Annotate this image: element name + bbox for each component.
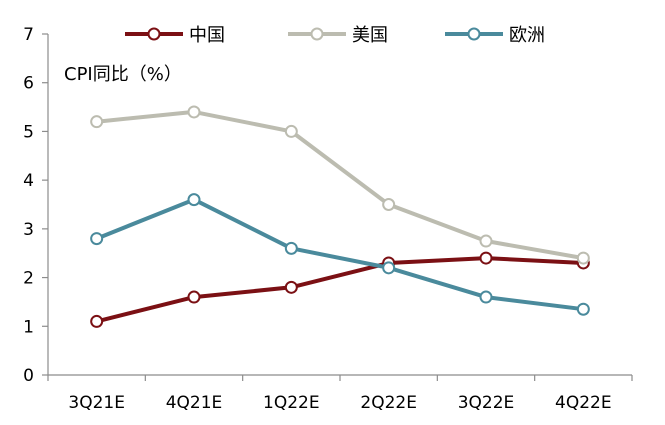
- legend-label: 欧洲: [509, 25, 545, 46]
- legend-label: 中国: [189, 25, 225, 46]
- data-point: [187, 290, 201, 304]
- legend-item: 美国: [288, 25, 388, 46]
- data-point: [284, 280, 298, 294]
- series-1: [90, 251, 590, 328]
- x-tick-label: 3Q21E: [68, 393, 125, 413]
- data-point: [479, 251, 493, 265]
- data-point: [382, 261, 396, 275]
- data-point: [90, 314, 104, 328]
- data-point: [187, 193, 201, 207]
- data-point: [284, 241, 298, 255]
- x-tick-label: 4Q21E: [166, 393, 223, 413]
- y-tick-label: 2: [23, 269, 34, 289]
- data-point: [576, 302, 590, 316]
- y-tick-label: 7: [23, 25, 34, 45]
- legend-label: 美国: [352, 25, 388, 46]
- legend-swatch-marker: [310, 27, 324, 41]
- x-tick-label: 1Q22E: [263, 393, 320, 413]
- y-axis-unit-label: CPI同比（%）: [64, 64, 182, 85]
- y-tick-label: 4: [23, 171, 34, 191]
- data-point: [479, 234, 493, 248]
- x-tick-label: 3Q22E: [458, 393, 515, 413]
- legend-item: 中国: [125, 25, 225, 46]
- y-tick-label: 5: [23, 122, 34, 142]
- series-line: [96, 109, 584, 261]
- legend: 中国 美国 欧洲: [125, 25, 545, 46]
- data-point: [90, 232, 104, 246]
- series-3: [90, 193, 590, 316]
- data-point: [284, 124, 298, 138]
- data-point: [479, 290, 493, 304]
- data-point: [187, 105, 201, 119]
- data-point: [382, 198, 396, 211]
- series-2: [90, 105, 590, 265]
- y-tick-label: 3: [23, 220, 34, 240]
- legend-item: 欧洲: [445, 25, 545, 46]
- x-tick-label: 4Q22E: [555, 393, 612, 413]
- y-tick-label: 1: [23, 317, 34, 337]
- data-point: [576, 251, 590, 265]
- legend-swatch-marker: [147, 27, 161, 41]
- x-tick-label: 2Q22E: [360, 393, 417, 413]
- series-line: [96, 256, 584, 324]
- y-tick-labels: 0 1 2 3 4 5 6 7: [23, 25, 34, 386]
- y-tick-label: 6: [23, 74, 34, 94]
- legend-swatch-marker: [467, 27, 481, 41]
- series-line: [95, 197, 584, 312]
- y-tick-label: 0: [23, 366, 34, 386]
- axes: [42, 33, 633, 381]
- data-point: [90, 115, 104, 129]
- series-layer: [90, 105, 590, 328]
- x-tick-labels: 3Q21E 4Q21E 1Q22E 2Q22E 3Q22E 4Q22E: [68, 393, 611, 413]
